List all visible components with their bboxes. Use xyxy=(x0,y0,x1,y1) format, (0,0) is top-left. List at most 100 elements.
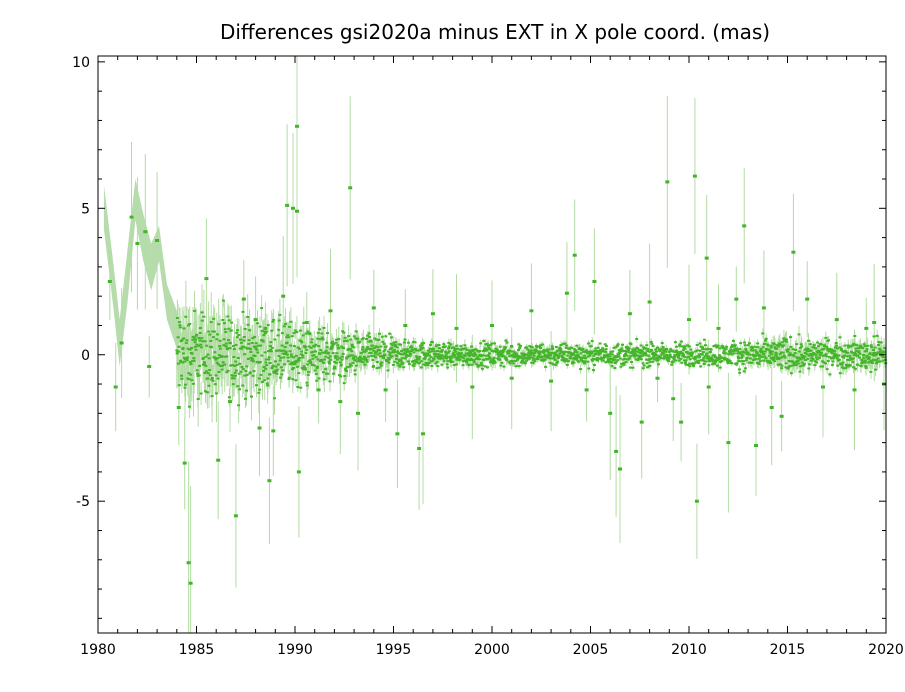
data-point xyxy=(666,355,670,358)
data-point xyxy=(682,354,686,357)
data-point xyxy=(361,348,364,351)
data-point xyxy=(831,360,835,363)
data-point xyxy=(760,355,764,358)
data-point xyxy=(764,339,768,342)
data-point xyxy=(498,358,502,361)
data-point xyxy=(488,357,492,360)
data-point xyxy=(366,355,370,358)
data-point xyxy=(514,365,518,368)
data-point xyxy=(673,355,676,358)
data-point xyxy=(301,334,305,337)
data-point xyxy=(723,356,727,359)
data-point xyxy=(756,342,760,345)
data-point xyxy=(454,350,458,353)
data-point xyxy=(564,346,568,349)
data-point xyxy=(449,357,453,360)
data-point xyxy=(358,340,362,343)
data-point xyxy=(446,360,450,363)
data-point xyxy=(560,359,564,362)
data-point xyxy=(486,344,490,347)
data-point xyxy=(428,351,432,354)
data-point xyxy=(622,355,626,358)
data-point xyxy=(236,329,240,332)
data-point xyxy=(264,367,268,370)
data-point xyxy=(315,365,319,368)
data-point xyxy=(687,355,691,358)
data-point xyxy=(841,350,845,353)
data-point xyxy=(205,391,209,394)
data-point xyxy=(459,352,463,355)
data-point xyxy=(336,358,340,361)
data-point xyxy=(799,365,803,368)
data-point xyxy=(830,350,834,353)
data-point xyxy=(798,370,802,373)
data-point xyxy=(314,343,318,346)
data-point xyxy=(370,354,374,357)
data-point xyxy=(372,349,376,352)
data-point xyxy=(716,344,720,347)
data-point xyxy=(545,350,549,353)
data-point xyxy=(508,362,512,365)
data-point xyxy=(698,356,702,359)
data-point xyxy=(226,369,230,372)
data-point xyxy=(757,363,761,365)
data-point xyxy=(646,350,650,352)
data-point xyxy=(223,355,227,358)
x-tick-label: 2015 xyxy=(770,642,806,658)
data-point xyxy=(698,349,702,352)
data-point xyxy=(543,355,547,358)
data-point xyxy=(876,361,879,363)
data-point xyxy=(371,344,374,347)
data-point xyxy=(594,352,598,355)
data-point xyxy=(416,349,420,352)
data-point xyxy=(685,350,689,353)
data-point xyxy=(529,309,534,313)
data-point xyxy=(605,355,609,358)
data-point xyxy=(812,346,816,349)
data-point xyxy=(260,354,264,357)
data-point xyxy=(426,349,430,352)
data-point xyxy=(322,326,326,329)
data-point xyxy=(430,341,434,343)
data-point xyxy=(365,358,369,361)
data-point xyxy=(635,338,639,340)
data-point xyxy=(834,318,839,322)
data-point xyxy=(513,351,517,354)
data-point xyxy=(358,355,362,358)
data-point xyxy=(720,360,724,363)
data-point xyxy=(655,350,658,353)
data-point xyxy=(395,432,400,436)
data-point xyxy=(493,361,497,364)
data-point xyxy=(382,342,386,345)
data-point xyxy=(223,328,227,331)
data-point xyxy=(708,360,712,363)
data-point xyxy=(542,351,546,354)
data-point xyxy=(265,364,269,367)
data-point xyxy=(758,354,762,357)
data-point xyxy=(283,363,287,366)
data-point xyxy=(718,366,722,369)
data-point xyxy=(813,364,817,367)
data-point xyxy=(306,330,310,333)
data-point xyxy=(476,364,480,367)
data-point xyxy=(321,371,325,374)
data-point xyxy=(760,350,764,353)
data-point xyxy=(465,349,469,352)
data-point xyxy=(343,336,347,339)
data-point xyxy=(485,348,489,351)
data-point xyxy=(326,332,329,335)
data-point xyxy=(613,358,617,361)
data-point xyxy=(384,335,388,338)
data-point xyxy=(651,360,655,363)
data-point xyxy=(254,345,258,348)
data-point xyxy=(220,355,224,358)
data-point xyxy=(478,353,482,356)
data-point xyxy=(739,342,743,345)
data-point xyxy=(681,352,685,355)
data-point xyxy=(338,400,343,404)
data-point xyxy=(841,361,845,364)
data-point xyxy=(310,351,314,354)
data-point xyxy=(848,356,852,359)
data-point xyxy=(194,338,198,341)
data-point xyxy=(311,350,315,353)
